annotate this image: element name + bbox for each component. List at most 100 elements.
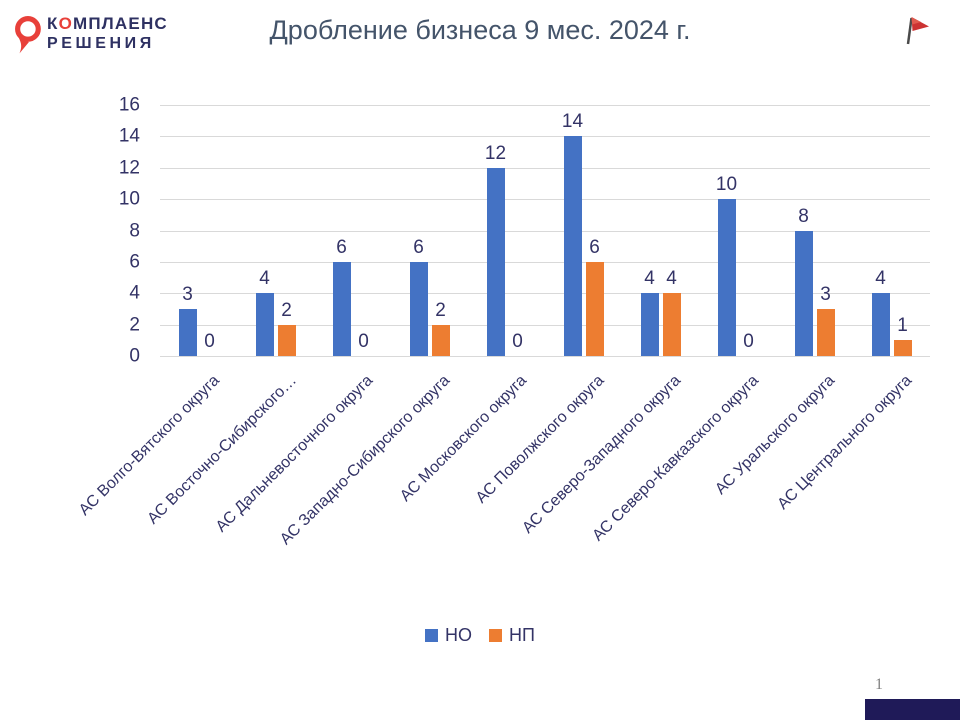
- legend-swatch: [489, 629, 503, 642]
- x-axis-label: АС Московского округа: [397, 372, 531, 505]
- bar-нп: [662, 293, 681, 356]
- value-label: 6: [413, 236, 424, 258]
- value-label: 4: [875, 268, 886, 290]
- bar-slot: 1: [893, 105, 912, 356]
- bar-slot: 6: [409, 105, 428, 356]
- value-label: 3: [820, 283, 831, 305]
- value-label: 8: [798, 205, 809, 227]
- plot-area: [160, 105, 930, 357]
- logo: КОМПЛАЕНС РЕШЕНИЯ: [12, 13, 168, 58]
- y-tick-label: 12: [118, 157, 140, 179]
- category-group: 3 0 АС Волго-Вятского округа: [76, 105, 237, 519]
- category-group: 12 0 АС Московского округа: [398, 105, 545, 505]
- gridline: [160, 167, 930, 169]
- gridline: [160, 199, 930, 201]
- bar-нп: [816, 308, 835, 356]
- logo-line2: РЕШЕНИЯ: [47, 34, 155, 52]
- gridline: [160, 293, 930, 295]
- logo-speech-bubble-icon: [15, 16, 41, 54]
- value-label: 0: [358, 331, 369, 352]
- bar-нп: [431, 324, 450, 356]
- x-axis-label: АС Северо-Западного округа: [519, 372, 685, 537]
- y-tick-label: 0: [129, 345, 140, 367]
- x-axis-label: АС Центрального округа: [774, 372, 916, 513]
- bar-но: [255, 293, 274, 356]
- y-tick-label: 16: [118, 94, 140, 116]
- category-group: 10 0 АС Северо-Кавказского округа: [589, 105, 776, 544]
- bar-slot: 6: [332, 105, 351, 356]
- bar-но: [794, 230, 813, 356]
- legend-swatch: [425, 629, 439, 642]
- legend: НО НП: [0, 625, 960, 646]
- logo-line1-post: МПЛАЕНС: [73, 14, 168, 33]
- bar-slot: 14: [561, 105, 584, 356]
- logo-text: КОМПЛАЕНС РЕШЕНИЯ: [47, 13, 168, 53]
- x-axis-label: АС Дальневосточного округа: [212, 372, 377, 536]
- logo-letter-o: О: [58, 14, 74, 33]
- value-label: 0: [204, 331, 215, 352]
- bar-slot: 3: [816, 105, 835, 356]
- bar-slot: 0: [355, 105, 373, 356]
- bar-slot: 4: [255, 105, 274, 356]
- bar-slot: 4: [662, 105, 681, 356]
- gridline: [160, 136, 930, 138]
- bar-cluster: 10 0: [715, 105, 758, 356]
- y-tick-label: 10: [118, 188, 140, 210]
- y-tick-label: 2: [129, 314, 140, 336]
- bar-но: [486, 167, 505, 356]
- x-axis-label: АС Поволжского округа: [472, 372, 608, 507]
- gridline: [160, 261, 930, 263]
- bar-но: [640, 293, 659, 356]
- bar-cluster: 14 6: [561, 105, 604, 356]
- value-label: 10: [715, 174, 738, 196]
- bar-slot: 3: [178, 105, 197, 356]
- bar-slot: 4: [871, 105, 890, 356]
- bar-slot: 0: [509, 105, 527, 356]
- value-label: 1: [897, 315, 908, 337]
- logo-line1-pre: К: [47, 14, 59, 33]
- bar-chart: 0 2 4 6 8 10 12 14 16 3 0 АС Волго-Вятского округа…: [0, 90, 960, 670]
- value-label: 2: [435, 299, 446, 321]
- category-group: 6 2 АС Западно-Сибирского округа: [277, 105, 468, 548]
- bar-slot: 4: [640, 105, 659, 356]
- legend-item: НП: [489, 625, 535, 646]
- value-label: 14: [561, 111, 584, 133]
- legend-label: НО: [445, 625, 473, 645]
- y-tick-label: 4: [129, 282, 140, 304]
- logo-line1: КОМПЛАЕНС: [47, 14, 168, 34]
- category-group: 4 2 АС Восточно-Сибирского…: [144, 105, 314, 527]
- bar-slot: 8: [794, 105, 813, 356]
- bar-slot: 6: [585, 105, 604, 356]
- bar-но: [871, 293, 890, 356]
- value-label: 0: [512, 331, 523, 352]
- bar-slot: 12: [485, 105, 506, 356]
- x-axis-label: АС Волго-Вятского округа: [75, 372, 223, 519]
- bar-нп: [893, 340, 912, 356]
- bar-но: [178, 308, 197, 356]
- value-label: 6: [336, 236, 347, 258]
- y-tick-label: 14: [118, 125, 140, 147]
- gridline: [160, 324, 930, 326]
- bar-slot: 2: [431, 105, 450, 356]
- bar-но: [332, 261, 351, 356]
- legend-item: НО: [425, 625, 472, 646]
- bar-slot: 10: [715, 105, 738, 356]
- category-group: 4 4 АС Северо-Западного округа: [520, 105, 699, 537]
- slide-title: Дробление бизнеса 9 мес. 2024 г.: [269, 15, 691, 45]
- gridline: [160, 105, 930, 106]
- value-label: 6: [589, 236, 600, 258]
- y-axis: 0 2 4 6 8 10 12 14 16: [0, 96, 140, 366]
- x-axis-label: АС Северо-Кавказского округа: [589, 372, 762, 545]
- bar-но: [409, 261, 428, 356]
- value-label: 3: [182, 283, 193, 305]
- plot-groups: 3 0 АС Волго-Вятского округа 4 2 АС Восточно-…: [76, 105, 930, 548]
- y-tick-label: 6: [129, 251, 140, 273]
- bar-но: [717, 199, 736, 356]
- gridline: [160, 230, 930, 232]
- bar-но: [563, 136, 582, 356]
